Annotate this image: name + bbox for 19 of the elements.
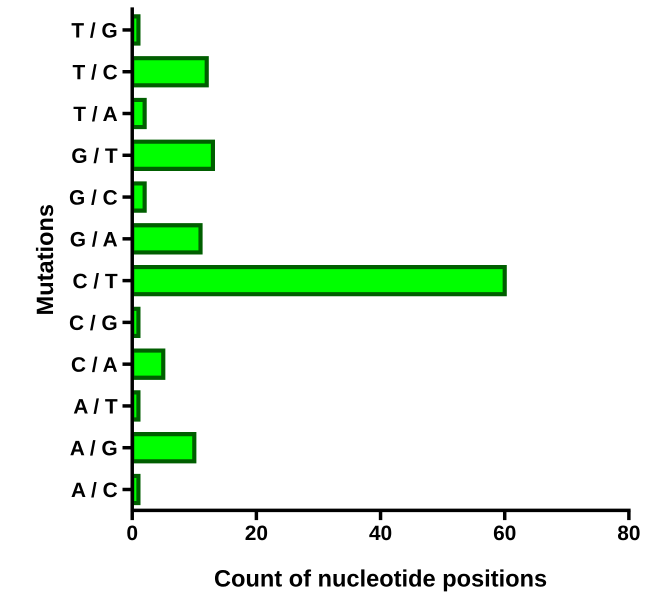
x-tick-label: 40 xyxy=(369,526,392,540)
y-tick-label: T / C xyxy=(72,64,118,80)
y-tick-label: G / C xyxy=(70,190,118,206)
x-tick-label: 20 xyxy=(246,526,268,540)
y-tick-label: T / A xyxy=(74,106,118,122)
y-tick-label: T / G xyxy=(72,22,116,38)
x-tick-label: 60 xyxy=(494,526,516,540)
x-tick-label: 80 xyxy=(618,526,640,540)
y-axis-title: Mutations xyxy=(36,204,54,314)
y-tick-label: A / T xyxy=(74,398,118,414)
y-tick-label: C / G xyxy=(70,314,116,330)
y-tick-label: G / A xyxy=(70,231,118,247)
y-tick-label: G / T xyxy=(72,148,118,164)
y-tick-label: A / C xyxy=(71,482,118,498)
x-axis-title: Count of nucleotide positions xyxy=(214,569,546,592)
y-tick-label: A / G xyxy=(70,440,116,456)
y-tick-label: C / A xyxy=(72,356,118,372)
x-tick-label: 0 xyxy=(127,526,138,540)
y-tick-label: C / T xyxy=(73,273,118,289)
